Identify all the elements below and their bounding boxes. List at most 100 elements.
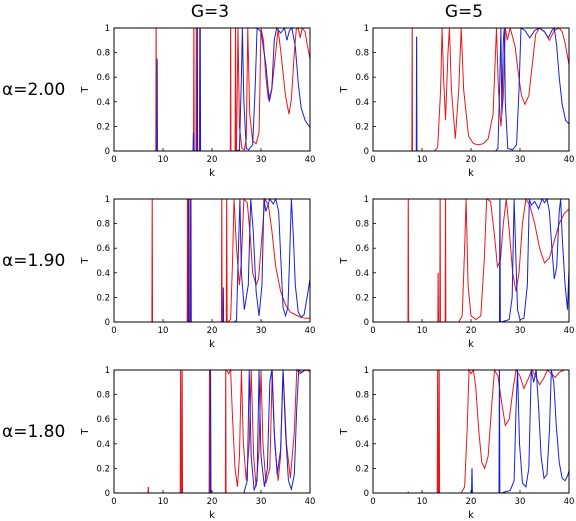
resonance-spike-blue-0 [209, 369, 212, 494]
x-tick-label: 10 [158, 497, 169, 507]
x-tick-label: 40 [305, 497, 316, 507]
x-axis-label: k [468, 510, 474, 521]
y-tick-label: 0.8 [355, 49, 369, 59]
x-tick-label: 10 [158, 326, 169, 336]
y-axis-label: T [80, 257, 91, 265]
resonance-spike-blue-1 [192, 132, 195, 152]
resonance-spike-blue-0 [415, 36, 418, 152]
subplot-r2-c1: 0 10 20 30 40 0 0.2 0.4 0.6 0.8 1 k T [339, 366, 574, 521]
series-blue [373, 197, 570, 323]
resonance-spike-red-4 [225, 198, 228, 323]
axes-frame [372, 198, 570, 323]
y-tick-label: 0 [105, 489, 110, 499]
y-tick-label: 0 [364, 147, 369, 157]
y-tick-label: 0.8 [96, 391, 110, 401]
x-tick-label: 10 [417, 326, 428, 336]
series-curve-blue [233, 197, 311, 323]
subplot-r0-c1: 0 10 20 30 40 0 0.2 0.4 0.6 0.8 1 k T [339, 24, 574, 179]
y-tick-label: 0.2 [96, 293, 110, 303]
resonance-spike-red-1 [436, 369, 439, 494]
y-tick-label: 1 [364, 195, 369, 205]
axes-frame [372, 27, 570, 152]
x-tick-label: 40 [564, 155, 575, 165]
series-blue [373, 26, 570, 152]
series-blue [114, 368, 310, 494]
resonance-spike-red-1 [179, 369, 182, 494]
series-red [114, 368, 311, 494]
column-title-g5: G=5 [445, 2, 483, 22]
resonance-spike-red-2 [181, 369, 184, 494]
resonance-spike-red-3 [444, 198, 447, 323]
column-title-g3: G=3 [191, 2, 229, 22]
x-tick-label: 10 [158, 155, 169, 165]
resonance-spike-red-0 [147, 486, 150, 494]
subplot-r1-c0: 0 10 20 30 40 0 0.2 0.4 0.6 0.8 1 k T [80, 195, 315, 350]
resonance-spike-blue-0 [156, 58, 158, 152]
x-tick-label: 30 [256, 155, 267, 165]
resonance-spike-red-1 [437, 272, 440, 323]
x-tick-label: 10 [417, 497, 428, 507]
y-tick-label: 0.4 [355, 98, 369, 108]
resonance-spike-blue-0 [498, 198, 501, 323]
y-tick-label: 0.2 [355, 293, 369, 303]
y-tick-label: 0.2 [96, 122, 110, 132]
x-tick-label: 20 [466, 497, 477, 507]
x-tick-label: 30 [515, 155, 526, 165]
series-red [114, 26, 311, 152]
y-tick-label: 1 [105, 24, 110, 34]
series-curve-blue [501, 369, 570, 494]
y-tick-label: 0 [105, 318, 110, 328]
y-tick-label: 1 [364, 24, 369, 34]
y-tick-label: 0.6 [355, 415, 369, 425]
x-tick-label: 0 [111, 326, 116, 336]
subplot-r1-c1: 0 10 20 30 40 0 0.2 0.4 0.6 0.8 1 k T [339, 195, 574, 350]
x-tick-label: 20 [207, 326, 218, 336]
resonance-spike-red-5 [234, 27, 237, 152]
x-tick-label: 20 [466, 326, 477, 336]
y-tick-label: 0.6 [96, 415, 110, 425]
x-tick-label: 10 [417, 155, 428, 165]
x-tick-label: 0 [111, 155, 116, 165]
y-tick-label: 0.2 [355, 122, 369, 132]
x-tick-label: 0 [370, 326, 375, 336]
y-tick-label: 0.6 [96, 244, 110, 254]
resonance-spike-red-0 [411, 27, 414, 152]
y-tick-label: 0.6 [355, 73, 369, 83]
x-axis-label: k [209, 168, 215, 179]
y-tick-label: 0.4 [355, 440, 369, 450]
y-tick-label: 0.8 [355, 391, 369, 401]
resonance-spike-blue-0 [187, 198, 190, 323]
y-tick-label: 0.4 [355, 269, 369, 279]
y-tick-label: 1 [105, 366, 110, 376]
axes-frame [113, 369, 311, 494]
x-tick-label: 40 [305, 326, 316, 336]
y-axis-label: T [80, 86, 91, 94]
row-label-alpha-2-00: α=2.00 [2, 80, 65, 100]
y-axis-label: T [80, 428, 91, 436]
x-tick-label: 0 [370, 155, 375, 165]
x-tick-label: 40 [564, 326, 575, 336]
series-curve-red [227, 197, 310, 323]
x-tick-label: 20 [207, 497, 218, 507]
y-tick-label: 0.8 [96, 220, 110, 230]
x-tick-label: 20 [466, 155, 477, 165]
resonance-spike-red-3 [220, 198, 223, 323]
y-tick-label: 0.6 [355, 244, 369, 254]
series-curve-blue [236, 26, 311, 152]
series-curve-blue [501, 197, 570, 323]
resonance-spike-red-2 [439, 198, 441, 323]
resonance-spike-blue-2 [222, 287, 225, 323]
x-axis-label: k [209, 339, 215, 350]
series-red [373, 27, 570, 152]
row-label-alpha-1-90: α=1.90 [2, 251, 65, 271]
x-tick-label: 20 [207, 155, 218, 165]
y-tick-label: 0.8 [96, 49, 110, 59]
resonance-spike-blue-1 [190, 198, 192, 323]
series-curve-blue [243, 368, 310, 494]
y-tick-label: 1 [105, 195, 110, 205]
x-tick-label: 30 [256, 497, 267, 507]
x-axis-label: k [209, 510, 215, 521]
y-tick-label: 0.8 [355, 220, 369, 230]
series-blue [373, 369, 570, 494]
